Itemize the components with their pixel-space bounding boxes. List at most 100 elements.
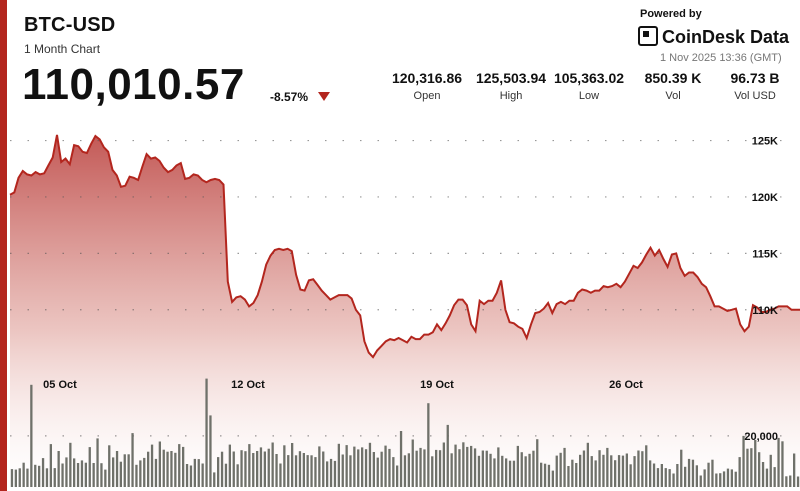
volume-bar bbox=[345, 445, 348, 487]
volume-bar bbox=[329, 458, 333, 487]
volume-bar bbox=[796, 476, 800, 487]
volume-bar bbox=[652, 463, 656, 487]
volume-bar bbox=[470, 445, 473, 487]
volume-bar bbox=[719, 473, 722, 487]
volume-bar bbox=[244, 451, 247, 487]
y-tick-label: 120K bbox=[752, 192, 778, 204]
volume-bar bbox=[680, 449, 683, 487]
volume-bar bbox=[602, 454, 605, 487]
pair-title: BTC-USD bbox=[24, 14, 116, 36]
volume-bar bbox=[610, 455, 613, 487]
volume-bar bbox=[174, 452, 177, 487]
volume-bar bbox=[189, 465, 193, 487]
volume-bar bbox=[586, 442, 589, 487]
volume-bar bbox=[726, 468, 730, 487]
volume-bar bbox=[446, 424, 449, 487]
volume-bar bbox=[275, 454, 278, 487]
volume-bar bbox=[501, 455, 504, 487]
volume-bar bbox=[637, 450, 640, 487]
volume-bar bbox=[256, 451, 259, 487]
volume-bar bbox=[645, 445, 648, 487]
volume-bar bbox=[123, 454, 126, 487]
volume-bar bbox=[629, 464, 632, 487]
stat-vol-value: 850.39 K bbox=[644, 70, 702, 86]
y-tick-label: 125K bbox=[752, 136, 778, 148]
volume-bar bbox=[217, 457, 220, 487]
volume-bar bbox=[49, 444, 52, 487]
volume-bar bbox=[614, 460, 617, 487]
volume-bar bbox=[92, 463, 95, 487]
chart-period: 1 Month Chart bbox=[24, 42, 101, 56]
stat-high-value: 125,503.94 bbox=[475, 70, 547, 86]
volume-bar bbox=[131, 433, 134, 487]
volume-bar bbox=[438, 450, 442, 487]
volume-bar bbox=[104, 469, 107, 487]
volume-bar bbox=[119, 461, 122, 487]
volume-bar bbox=[69, 442, 72, 487]
volume-bar bbox=[606, 447, 609, 487]
volume-bar bbox=[252, 453, 255, 487]
volume-bar bbox=[785, 476, 788, 487]
volume-bar bbox=[431, 456, 434, 487]
volume-bar bbox=[294, 455, 298, 487]
volume-bar bbox=[357, 449, 360, 487]
volume-bar bbox=[703, 469, 706, 487]
volume-bar bbox=[575, 463, 578, 487]
volume-bar bbox=[676, 464, 679, 487]
volume-bar bbox=[14, 469, 17, 487]
volume-bar bbox=[302, 453, 305, 487]
volume-bar bbox=[10, 469, 14, 487]
volume-bar bbox=[73, 458, 76, 487]
volume-bar bbox=[178, 444, 181, 487]
volume-bar bbox=[695, 465, 698, 487]
volume-bar bbox=[205, 378, 208, 487]
volume-bar bbox=[477, 455, 481, 487]
volume-bar bbox=[341, 454, 344, 487]
axis-labels: 125K 120K 115K 110K 20,000 05 Oct 12 Oct 19 Oct… bbox=[43, 136, 778, 443]
volume-bar bbox=[396, 465, 399, 487]
volume-bar bbox=[100, 463, 103, 487]
volume-bar bbox=[442, 442, 445, 487]
volume-bar bbox=[197, 459, 200, 487]
volume-bar bbox=[170, 451, 173, 487]
volume-bar bbox=[392, 457, 395, 487]
volume-bar bbox=[403, 455, 407, 487]
volume-bar bbox=[283, 445, 286, 487]
volume-bar bbox=[563, 447, 566, 487]
volume-bar bbox=[65, 457, 68, 487]
volume-bar bbox=[201, 463, 204, 487]
volume-bar bbox=[380, 451, 383, 487]
volume-bar bbox=[789, 475, 792, 487]
volume-bar bbox=[45, 468, 49, 487]
volume-bar bbox=[154, 458, 158, 487]
volume-bar bbox=[271, 442, 274, 487]
volume-bar bbox=[349, 455, 352, 487]
price-line bbox=[9, 134, 800, 359]
volume-bar bbox=[493, 458, 496, 487]
volume-bar bbox=[649, 460, 652, 487]
volume-bar bbox=[598, 450, 601, 487]
volume-bar bbox=[41, 458, 45, 487]
volume-bar bbox=[53, 468, 56, 487]
volume-bar bbox=[291, 443, 294, 487]
volume-bar bbox=[96, 438, 99, 487]
volume-tick-label: 20,000 bbox=[744, 431, 778, 443]
volume-bar bbox=[407, 453, 410, 487]
volume-bar bbox=[209, 415, 212, 487]
volume-bar bbox=[734, 471, 737, 487]
volume-bar bbox=[481, 450, 484, 487]
volume-bar bbox=[388, 448, 391, 487]
stat-open-value: 120,316.86 bbox=[391, 70, 463, 86]
volume-bar bbox=[298, 451, 302, 487]
volume-bar bbox=[115, 451, 119, 487]
volume-bar bbox=[368, 442, 372, 487]
volume-bar bbox=[524, 456, 527, 487]
stat-vol-usd: 96.73 B Vol USD bbox=[710, 70, 800, 102]
volume-bar bbox=[758, 452, 761, 487]
volume-bar bbox=[555, 455, 558, 487]
volume-bar bbox=[193, 458, 196, 487]
volume-bar bbox=[738, 457, 741, 487]
volume-bar bbox=[722, 471, 726, 487]
volume-bar bbox=[707, 462, 710, 487]
volume-bar bbox=[536, 439, 539, 487]
